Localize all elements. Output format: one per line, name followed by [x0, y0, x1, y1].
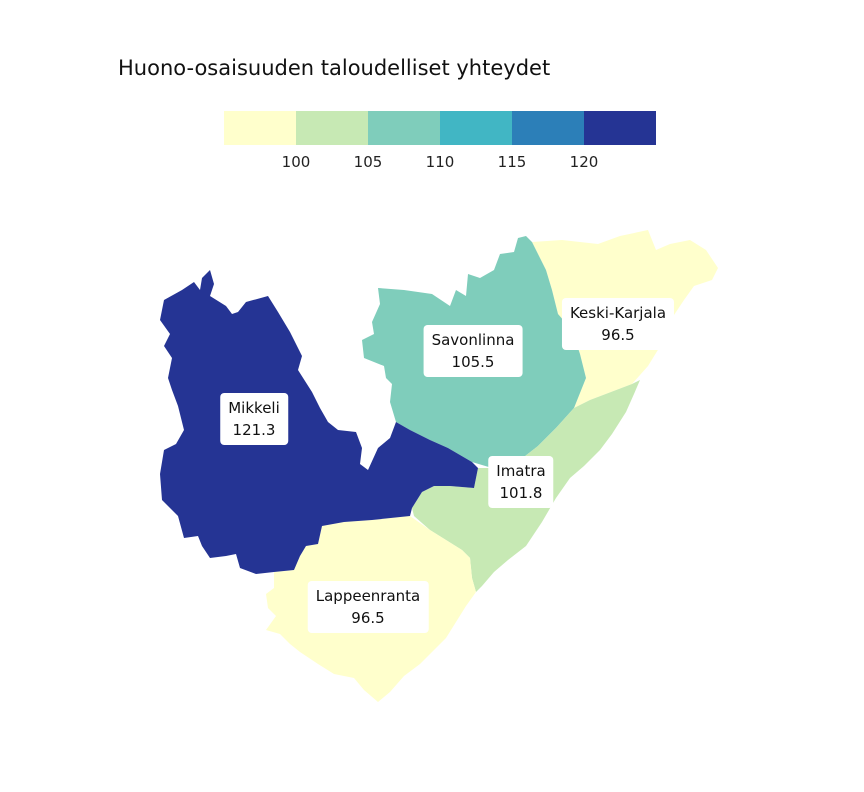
- region-label-mikkeli: Mikkeli 121.3: [220, 393, 288, 445]
- region-name: Mikkeli: [228, 399, 280, 417]
- map-title: Huono-osaisuuden taloudelliset yhteydet: [118, 56, 551, 80]
- legend-tick: 115: [497, 153, 527, 171]
- region-value: 121.3: [232, 421, 276, 439]
- legend-ticks: 100 105 110 115 120: [224, 153, 656, 177]
- legend-swatch-1: [224, 111, 296, 145]
- color-legend: [224, 111, 656, 145]
- region-value: 96.5: [351, 609, 385, 627]
- region-mikkeli[interactable]: [160, 270, 478, 574]
- legend-tick: 100: [281, 153, 311, 171]
- legend-swatch-6: [584, 111, 656, 145]
- region-value: 105.5: [451, 353, 495, 371]
- legend-tick: 120: [569, 153, 599, 171]
- legend-swatch-5: [512, 111, 584, 145]
- legend-swatch-4: [440, 111, 512, 145]
- region-label-keski-karjala: Keski-Karjala 96.5: [561, 298, 675, 350]
- legend-tick: 105: [353, 153, 383, 171]
- region-name: Keski-Karjala: [569, 304, 667, 322]
- region-name: Lappeenranta: [315, 587, 421, 605]
- region-label-lappeenranta: Lappeenranta 96.5: [307, 581, 429, 633]
- legend-swatch-3: [368, 111, 440, 145]
- region-name: Savonlinna: [431, 331, 515, 349]
- legend-tick: 110: [425, 153, 455, 171]
- legend-swatch-2: [296, 111, 368, 145]
- region-label-savonlinna: Savonlinna 105.5: [423, 325, 523, 377]
- region-label-imatra: Imatra 101.8: [488, 456, 554, 508]
- region-name: Imatra: [496, 462, 546, 480]
- region-value: 101.8: [499, 484, 543, 502]
- region-value: 96.5: [601, 326, 635, 344]
